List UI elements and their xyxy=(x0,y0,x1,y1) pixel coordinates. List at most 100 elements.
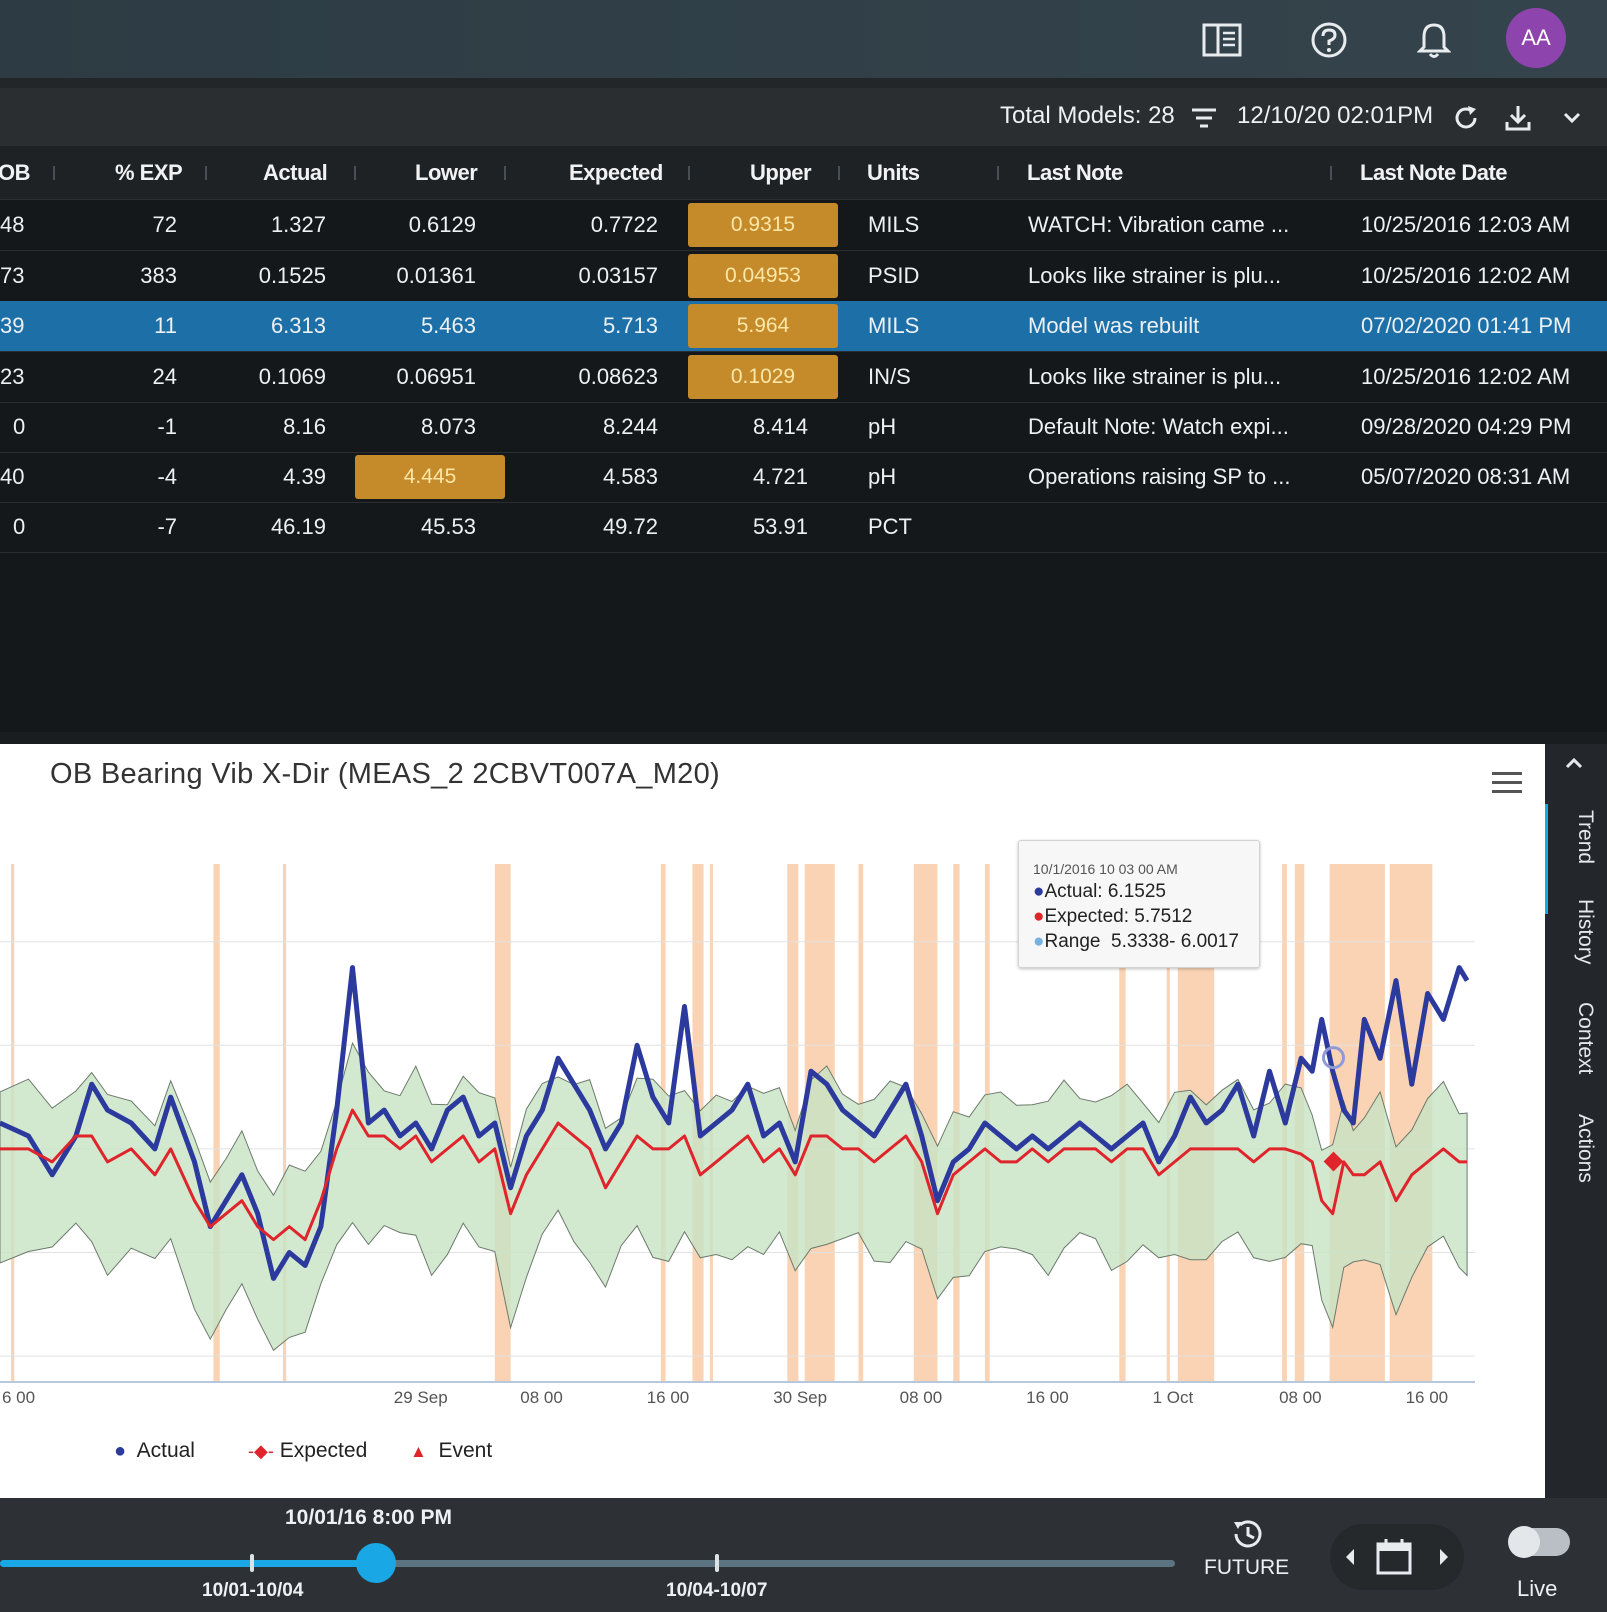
column-header-actual[interactable]: Actual xyxy=(263,160,328,185)
cell-ob: 73 xyxy=(0,263,25,288)
table-row[interactable]: 73 383 0.1525 0.01361 0.03157 0.04953 PS… xyxy=(0,251,1607,302)
cell-actual: 46.19 xyxy=(270,514,326,539)
x-tick-label: 08 00 xyxy=(520,1388,563,1407)
column-header-lower[interactable]: Lower xyxy=(415,160,478,185)
x-tick-label: 08 00 xyxy=(1279,1388,1322,1407)
filter-icon[interactable] xyxy=(1188,102,1220,134)
side-tabs: Trend History Context Actions xyxy=(1545,744,1607,1498)
refresh-icon[interactable] xyxy=(1450,102,1482,134)
timeline-range-2[interactable]: 10/04-10/07 xyxy=(666,1580,768,1601)
legend-actual[interactable]: ● Actual xyxy=(114,1439,195,1462)
timeline-track[interactable] xyxy=(0,1560,1175,1567)
book-icon[interactable] xyxy=(1198,16,1246,64)
tab-trend[interactable]: Trend xyxy=(1574,810,1597,865)
cell-actual: 4.39 xyxy=(283,464,326,489)
future-label: FUTURE xyxy=(1204,1556,1290,1579)
cell-expected: 0.08623 xyxy=(578,364,658,389)
cell-exp: 11 xyxy=(154,313,177,338)
cell-last-note: Operations raising SP to ... xyxy=(1028,464,1291,489)
timeline-range-1[interactable]: 10/01-10/04 xyxy=(202,1580,304,1601)
table-row[interactable]: 40 -4 4.39 4.445 4.583 4.721 pH Operatio… xyxy=(0,452,1607,503)
cell-expected: 5.713 xyxy=(602,313,658,338)
timeline-scrubber-handle[interactable] xyxy=(356,1543,396,1583)
live-toggle[interactable] xyxy=(1508,1526,1570,1558)
cell-units: PCT xyxy=(868,514,912,539)
cell-actual: 1.327 xyxy=(270,212,326,237)
cell-exp: 383 xyxy=(140,263,177,288)
x-tick-label: 1 Oct xyxy=(1152,1388,1194,1407)
tab-actions[interactable]: Actions xyxy=(1574,1114,1597,1183)
cell-upper: 53.91 xyxy=(752,514,808,539)
cell-last-note: WATCH: Vibration came ... xyxy=(1028,212,1290,237)
cell-last-note: Looks like strainer is plu... xyxy=(1028,263,1282,288)
trend-chart[interactable] xyxy=(0,804,1475,1424)
chart-menu-icon[interactable] xyxy=(1492,772,1522,796)
cell-upper-highlighted: 0.04953 xyxy=(688,254,838,298)
models-grid: OB % EXP Actual Lower Expected Upper Uni… xyxy=(0,146,1607,732)
next-arrow-icon[interactable] xyxy=(1438,1548,1450,1571)
prev-arrow-icon[interactable] xyxy=(1344,1548,1356,1571)
grid-header: OB % EXP Actual Lower Expected Upper Uni… xyxy=(0,146,1607,200)
x-tick-label: 30 Sep xyxy=(773,1388,828,1407)
table-row[interactable]: 48 72 1.327 0.6129 0.7722 0.9315 MILS WA… xyxy=(0,200,1607,251)
legend-event[interactable]: ▲ Event xyxy=(410,1439,493,1462)
cell-actual: 6.313 xyxy=(270,313,326,338)
chevron-down-icon[interactable] xyxy=(1556,102,1588,134)
help-icon[interactable] xyxy=(1305,16,1353,64)
table-row[interactable]: 0 -7 46.19 45.53 49.72 53.91 PCT xyxy=(0,502,1607,553)
chevron-up-icon[interactable] xyxy=(1565,756,1583,774)
timestamp-label: 12/10/20 02:01PM xyxy=(1237,102,1434,129)
cell-actual: 8.16 xyxy=(283,414,326,439)
tab-context[interactable]: Context xyxy=(1574,1002,1597,1075)
timeline-range-marker[interactable] xyxy=(250,1554,254,1572)
table-row-selected[interactable]: 39 11 6.313 5.463 5.713 5.964 MILS Model… xyxy=(0,301,1607,352)
cell-upper-highlighted: 0.9315 xyxy=(688,203,838,247)
calendar-icon[interactable] xyxy=(1375,1538,1413,1581)
cell-units: MILS xyxy=(868,212,920,237)
event-band xyxy=(282,864,287,1382)
cell-lower: 0.01361 xyxy=(396,263,476,288)
cell-exp: -4 xyxy=(157,464,177,489)
tooltip-expected-row: ●Expected: 5.7512 xyxy=(1033,906,1193,927)
avatar[interactable]: AA xyxy=(1506,8,1566,68)
column-header-last-note[interactable]: Last Note xyxy=(1027,160,1123,185)
future-clock-icon xyxy=(1230,1516,1266,1557)
column-header-exp[interactable]: % EXP xyxy=(115,160,183,185)
cell-expected: 0.7722 xyxy=(590,212,658,237)
timeline-range-marker[interactable] xyxy=(715,1554,719,1572)
grid-toolbar: Total Models: 28 12/10/20 02:01PM xyxy=(0,88,1607,146)
column-header-units[interactable]: Units xyxy=(867,160,920,185)
column-header-expected[interactable]: Expected xyxy=(569,160,663,185)
cell-exp: 72 xyxy=(152,212,177,237)
column-header-upper[interactable]: Upper xyxy=(750,160,812,185)
cell-upper-highlighted: 0.1029 xyxy=(688,355,838,399)
table-row[interactable]: 23 24 0.1069 0.06951 0.08623 0.1029 IN/S… xyxy=(0,352,1607,403)
cell-exp: 24 xyxy=(152,364,177,389)
timeline-bar: 10/01/16 8:00 PM 10/01-10/04 10/04-10/07… xyxy=(0,1498,1607,1612)
cell-upper: 4.721 xyxy=(752,464,808,489)
cell-lower: 8.073 xyxy=(420,414,476,439)
actual-series-line xyxy=(0,965,1470,1281)
bell-icon[interactable] xyxy=(1410,16,1458,64)
download-icon[interactable] xyxy=(1502,102,1534,134)
range-area xyxy=(0,1041,1468,1352)
cell-lower: 0.06951 xyxy=(396,364,476,389)
tab-history[interactable]: History xyxy=(1574,899,1597,965)
x-tick-label: 16 00 xyxy=(1026,1388,1069,1407)
cell-last-note-date: 07/02/2020 01:41 PM xyxy=(1361,313,1572,338)
future-button[interactable]: FUTURE xyxy=(1200,1516,1290,1606)
date-nav xyxy=(1330,1524,1464,1590)
cell-exp: -7 xyxy=(157,514,177,539)
legend-expected[interactable]: -◆- Expected xyxy=(248,1439,368,1462)
cell-last-note: Looks like strainer is plu... xyxy=(1028,364,1282,389)
tooltip-range-value: 5.3338- 6.0017 xyxy=(1111,931,1239,952)
cell-lower: 45.53 xyxy=(420,514,476,539)
table-row[interactable]: 0 -1 8.16 8.073 8.244 8.414 pH Default N… xyxy=(0,402,1607,453)
legend-expected-label: Expected xyxy=(279,1439,368,1462)
cell-units: pH xyxy=(868,464,897,489)
cell-last-note-date: 10/25/2016 12:02 AM xyxy=(1361,364,1571,389)
column-header-last-note-date[interactable]: Last Note Date xyxy=(1360,160,1508,185)
cell-last-note-date: 10/25/2016 12:02 AM xyxy=(1361,263,1571,288)
column-header-ob[interactable]: OB xyxy=(0,160,31,185)
divider xyxy=(0,78,1607,88)
